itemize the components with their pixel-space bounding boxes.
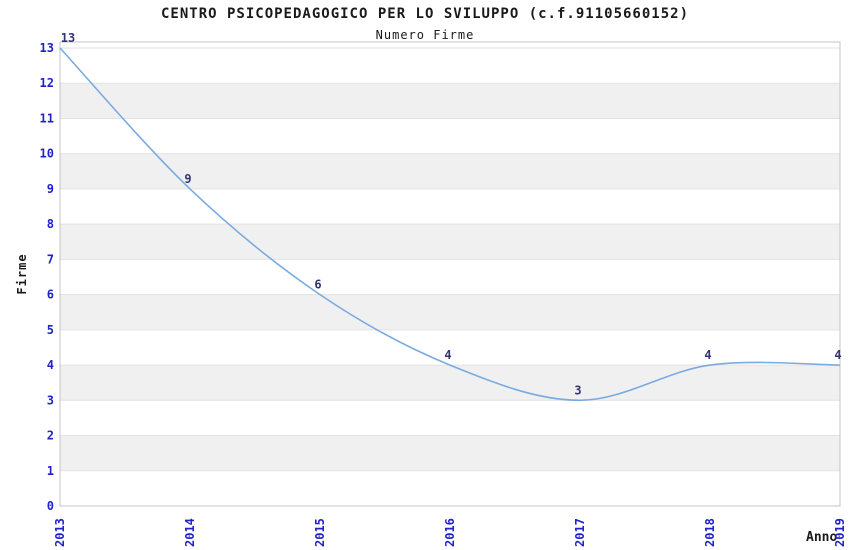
point-value-label: 3 xyxy=(574,383,581,397)
x-tick-label: 2016 xyxy=(443,518,457,547)
row-band xyxy=(60,435,840,471)
y-tick-label: 10 xyxy=(40,147,54,161)
data-line xyxy=(59,47,841,402)
point-value-label: 4 xyxy=(444,348,451,362)
point-value-label: 13 xyxy=(61,31,75,45)
row-band xyxy=(60,83,840,119)
x-tick-label: 2013 xyxy=(53,518,67,547)
point-value-label: 9 xyxy=(184,172,191,186)
y-tick-label: 13 xyxy=(40,41,54,55)
row-band xyxy=(60,153,840,189)
x-tick-label: 2019 xyxy=(833,518,847,547)
point-value-label: 4 xyxy=(834,348,841,362)
x-tick-label: 2017 xyxy=(573,518,587,547)
plot-border xyxy=(59,41,841,507)
y-tick-label: 8 xyxy=(47,217,54,231)
y-tick-label: 1 xyxy=(47,464,54,478)
y-tick-label: 4 xyxy=(47,358,54,372)
y-tick-label: 12 xyxy=(40,76,54,90)
x-tick-label: 2018 xyxy=(703,518,717,547)
row-band xyxy=(60,365,840,401)
y-tick-label: 2 xyxy=(47,429,54,443)
y-tick-label: 6 xyxy=(47,288,54,302)
y-tick-label: 7 xyxy=(47,252,54,266)
point-value-label: 4 xyxy=(704,348,711,362)
point-value-label: 6 xyxy=(314,278,321,292)
chart-subtitle: Numero Firme xyxy=(375,28,475,42)
chart-title: CENTRO PSICOPEDAGOGICO PER LO SVILUPPO (… xyxy=(160,6,689,22)
y-tick-label: 3 xyxy=(47,393,54,407)
y-tick-label: 9 xyxy=(47,182,54,196)
row-band xyxy=(60,294,840,330)
y-tick-label: 0 xyxy=(47,499,54,513)
y-tick-label: 5 xyxy=(47,323,54,337)
x-tick-label: 2014 xyxy=(183,518,197,547)
x-axis-title: Anno xyxy=(806,530,838,545)
y-tick-label: 11 xyxy=(40,111,54,125)
x-tick-label: 2015 xyxy=(313,518,327,547)
row-band xyxy=(60,224,840,260)
